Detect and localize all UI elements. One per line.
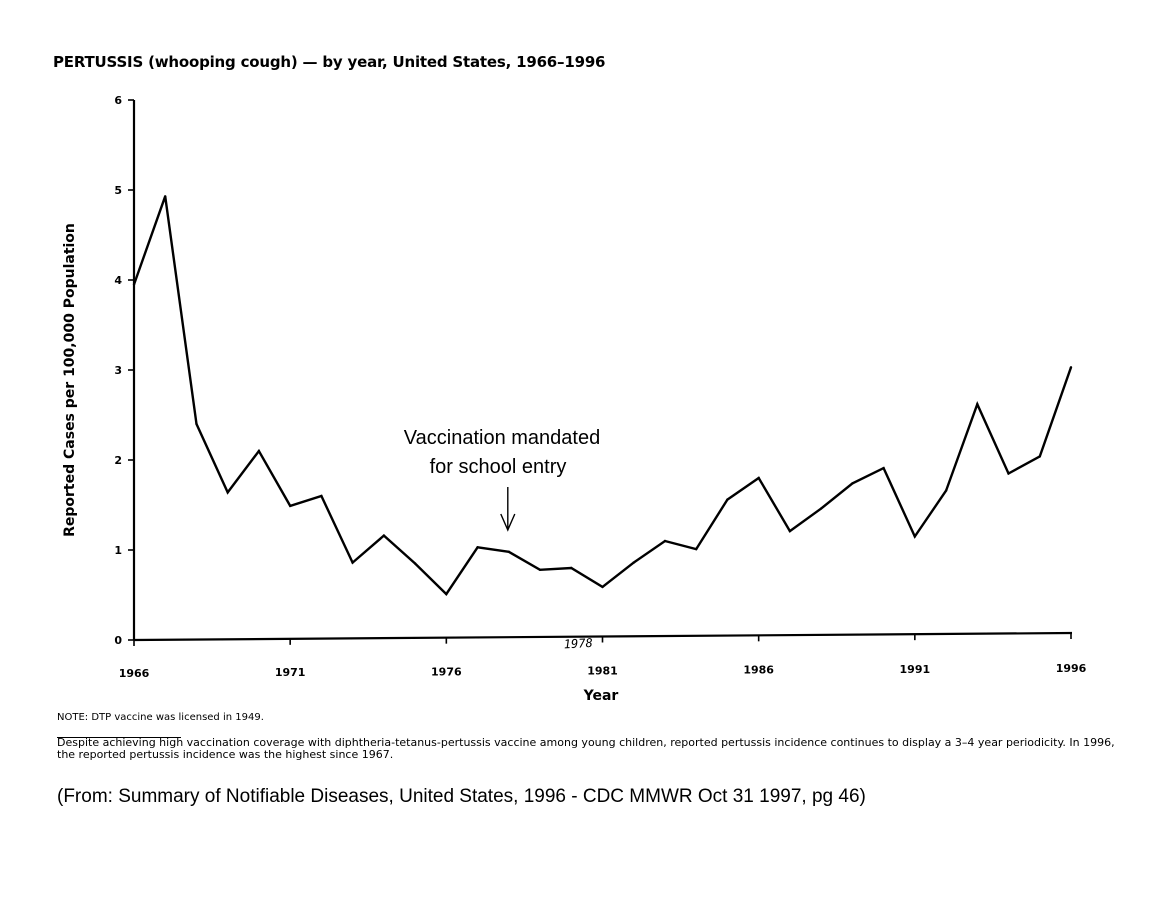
data-point xyxy=(132,283,136,286)
source-citation: (From: Summary of Notifiable Diseases, U… xyxy=(57,786,866,807)
note-text: NOTE: DTP vaccine was licensed in 1949. xyxy=(57,712,264,723)
data-point xyxy=(757,476,760,480)
data-point xyxy=(351,561,354,564)
x-tick-label: 1996 xyxy=(1056,662,1087,675)
x-tick-label: 1966 xyxy=(119,667,150,680)
data-point xyxy=(538,568,542,571)
y-tick-label: 4 xyxy=(114,274,122,287)
annotation-arrow-head xyxy=(500,513,516,532)
x-tick-label: 1986 xyxy=(743,664,774,677)
y-tick-label: 2 xyxy=(114,454,122,467)
handwritten-year-label: 1978 xyxy=(563,636,593,651)
data-point xyxy=(413,562,417,565)
data-points xyxy=(132,195,1073,596)
x-tick-label: 1971 xyxy=(275,666,306,679)
data-point xyxy=(195,422,198,426)
annotation-text-line1: Vaccination mandated xyxy=(404,427,600,449)
data-point xyxy=(507,550,510,553)
data-point xyxy=(257,449,261,453)
y-axis-label: Reported Cases per 100,000 Population xyxy=(62,223,78,537)
data-point xyxy=(663,539,667,543)
data-point xyxy=(913,535,916,538)
chart-title: PERTUSSIS (whooping cough) — by year, Un… xyxy=(53,53,606,71)
data-point xyxy=(164,195,167,198)
data-point xyxy=(976,403,979,406)
x-axis-ticks: 1966 1971 1976 1981 1986 1991 1996 xyxy=(119,633,1087,680)
data-point xyxy=(882,466,885,470)
data-point xyxy=(445,592,448,596)
x-tick-label: 1981 xyxy=(587,665,618,678)
data-point xyxy=(695,547,698,551)
x-tick-label: 1976 xyxy=(431,665,462,678)
data-point xyxy=(819,507,823,510)
caption-text: Despite achieving high vaccination cover… xyxy=(57,736,1115,761)
caption-rule xyxy=(57,737,181,738)
data-point xyxy=(289,504,292,508)
y-tick-label: 5 xyxy=(114,184,122,197)
data-point xyxy=(570,566,573,570)
data-point xyxy=(382,534,386,537)
y-tick-label: 0 xyxy=(114,634,122,647)
data-point xyxy=(601,585,604,589)
data-point xyxy=(632,561,635,564)
y-tick-label: 1 xyxy=(114,544,122,557)
data-point xyxy=(1007,472,1010,475)
data-point xyxy=(944,489,948,492)
y-tick-label: 3 xyxy=(114,364,122,377)
x-axis-label: Year xyxy=(583,688,619,704)
data-point xyxy=(1038,455,1042,458)
data-point xyxy=(788,529,792,533)
data-point xyxy=(726,498,729,501)
incidence-series-line xyxy=(132,195,1073,596)
y-axis-ticks: 0 1 2 3 4 5 6 xyxy=(114,94,134,647)
vaccination-annotation: Vaccination mandated for school entry 19… xyxy=(404,427,600,651)
data-point xyxy=(1069,366,1073,369)
annotation-text-line2: for school entry xyxy=(430,456,567,478)
data-point xyxy=(851,482,854,485)
y-tick-label: 6 xyxy=(114,94,122,107)
axes xyxy=(132,100,1073,642)
x-tick-label: 1991 xyxy=(900,663,931,676)
data-point xyxy=(476,546,479,549)
data-point xyxy=(320,494,323,498)
data-point xyxy=(226,491,229,494)
